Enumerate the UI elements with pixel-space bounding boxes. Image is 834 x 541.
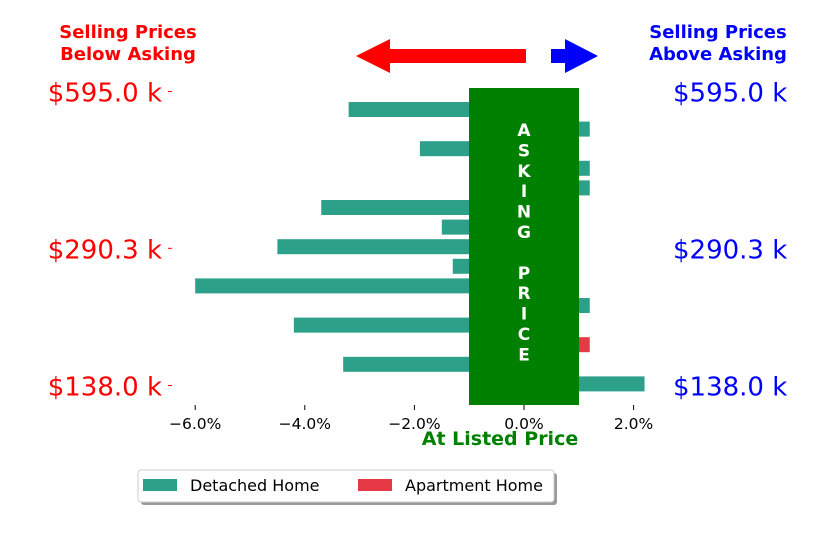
band-letter: G: [517, 223, 531, 243]
band-letter: A: [517, 121, 531, 141]
title-right-line: Above Asking: [649, 44, 787, 65]
legend: Detached Home Apartment Home: [137, 469, 557, 505]
y-tick-label-right: $290.3 k: [673, 235, 787, 265]
asking-price-band-rect: [469, 88, 579, 405]
x-tick-label: −2.0%: [388, 415, 440, 433]
band-letter: I: [521, 182, 527, 202]
bar-detached-home-9: [195, 278, 524, 294]
bar-detached-home-11: [293, 317, 524, 333]
y-tick-label-right: $138.0 k: [673, 373, 787, 403]
y-tick-label-left: $595.0 k: [48, 79, 162, 109]
bar-detached-home-7: [277, 239, 524, 255]
title-left-line: Selling Prices: [59, 22, 196, 43]
x-tick-label: 2.0%: [614, 415, 653, 433]
left-arrow-icon: [356, 39, 526, 73]
band-letter: N: [517, 203, 531, 223]
band-letter: R: [517, 284, 530, 304]
y-tick-label-left: $290.3 k: [48, 235, 162, 265]
title-left-line: Below Asking: [60, 44, 196, 65]
legend-swatch: [143, 479, 177, 491]
legend-label: Detached Home: [190, 476, 320, 495]
axis-ticks: −6.0% −4.0% −2.0% 0.0% 2.0% $595.0 k $595.0 k $…: [48, 79, 788, 434]
y-tick-label-left: $138.0 k: [48, 373, 162, 403]
title-right-line: Selling Prices: [649, 22, 786, 43]
x-tick-label: −6.0%: [169, 415, 221, 433]
band-letter: C: [518, 325, 530, 345]
x-axis-label: At Listed Price: [422, 428, 578, 450]
legend-swatch: [358, 479, 392, 491]
band-letter: P: [518, 264, 530, 284]
right-arrow-icon: [551, 39, 598, 73]
band-letter: K: [517, 162, 531, 182]
y-tick-label-right: $595.0 k: [673, 79, 787, 109]
direction-arrows: [356, 39, 598, 73]
band-letter: I: [521, 305, 527, 325]
x-tick-label: −4.0%: [279, 415, 331, 433]
band-letter: S: [518, 141, 530, 161]
legend-box: [137, 469, 555, 503]
legend-label: Apartment Home: [405, 476, 543, 495]
x-tick-label: 0.0%: [504, 415, 543, 433]
band-letter: E: [518, 345, 530, 365]
